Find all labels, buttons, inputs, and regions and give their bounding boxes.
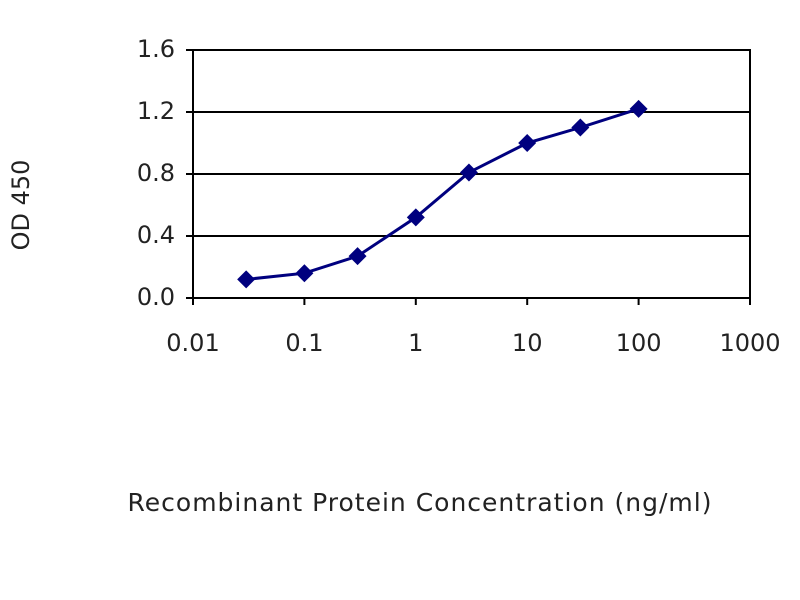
x-tick-label: 0.1 bbox=[285, 329, 323, 357]
y-tick-label: 0.8 bbox=[137, 159, 175, 187]
chart: OD 450 0.0 0.4 0.8 1.2 1.6 0.01 0.1 1 10 100 1000 bbox=[7, 35, 781, 357]
data-point bbox=[348, 247, 367, 266]
series-line bbox=[245, 107, 640, 281]
x-tick-label: 10 bbox=[512, 329, 543, 357]
x-tick-label: 1 bbox=[408, 329, 423, 357]
y-tick-label: 1.6 bbox=[137, 35, 175, 63]
data-point bbox=[629, 99, 648, 118]
data-point bbox=[518, 134, 537, 152]
data-point bbox=[571, 118, 590, 137]
y-tick-label: 0.4 bbox=[137, 221, 175, 249]
x-axis-label: Recombinant Protein Concentration (ng/ml… bbox=[127, 488, 713, 517]
data-point bbox=[295, 264, 314, 283]
x-tick-label: 1000 bbox=[719, 329, 780, 357]
y-tick-label: 1.2 bbox=[137, 97, 175, 125]
data-point bbox=[237, 270, 256, 289]
y-tick-label: 0.0 bbox=[137, 283, 175, 311]
data-point bbox=[406, 208, 425, 227]
x-tick-label: 100 bbox=[616, 329, 662, 357]
x-tick-label: 0.01 bbox=[166, 329, 219, 357]
y-axis-label: OD 450 bbox=[7, 160, 35, 251]
data-point bbox=[459, 163, 478, 182]
